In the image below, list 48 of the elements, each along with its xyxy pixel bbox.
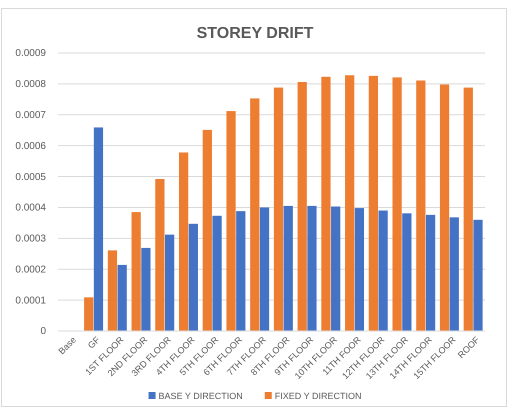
bar <box>307 206 317 331</box>
bar <box>141 248 151 331</box>
x-tick-label: GF <box>86 334 102 351</box>
bar <box>416 80 426 331</box>
bar <box>178 152 188 331</box>
bar <box>298 82 307 331</box>
y-tick-label: 0.0001 <box>15 295 46 306</box>
bar <box>473 220 483 331</box>
y-tick-label: 0.0003 <box>15 234 46 245</box>
bar <box>440 84 450 331</box>
y-tick-label: 0.0008 <box>15 79 46 90</box>
y-tick-label: 0.0007 <box>15 110 46 121</box>
bar <box>450 217 459 331</box>
bar <box>260 207 270 331</box>
bar <box>108 250 118 331</box>
bar <box>426 214 436 331</box>
bar <box>354 208 364 331</box>
bar <box>188 224 198 331</box>
legend-label: FIXED Y DIRECTION <box>274 391 362 401</box>
bar <box>368 76 378 331</box>
bar <box>331 206 340 331</box>
y-tick-label: 0.0009 <box>15 48 46 60</box>
bar <box>236 211 246 331</box>
bar <box>321 76 331 331</box>
bar <box>378 210 388 331</box>
bar <box>94 127 104 331</box>
bar <box>250 98 260 331</box>
bar <box>212 216 222 331</box>
bar <box>202 130 212 331</box>
y-tick-label: 0 <box>40 326 46 338</box>
bar <box>345 75 354 331</box>
y-tick-label: 0.0002 <box>15 264 46 276</box>
bar <box>402 213 412 331</box>
bar <box>118 264 127 331</box>
y-tick-label: 0.0005 <box>15 172 46 183</box>
bar <box>132 212 141 331</box>
bar <box>392 77 402 331</box>
bar <box>226 111 236 331</box>
legend-label: BASE Y DIRECTION <box>158 391 243 401</box>
bar <box>84 297 94 331</box>
bar <box>155 179 165 331</box>
bar <box>274 88 284 331</box>
chart-title: STOREY DRIFT <box>196 25 314 42</box>
y-tick-label: 0.0004 <box>15 202 46 214</box>
bar <box>164 234 174 331</box>
bar <box>464 88 473 331</box>
y-tick-label: 0.0006 <box>15 140 46 152</box>
bar <box>284 206 293 331</box>
